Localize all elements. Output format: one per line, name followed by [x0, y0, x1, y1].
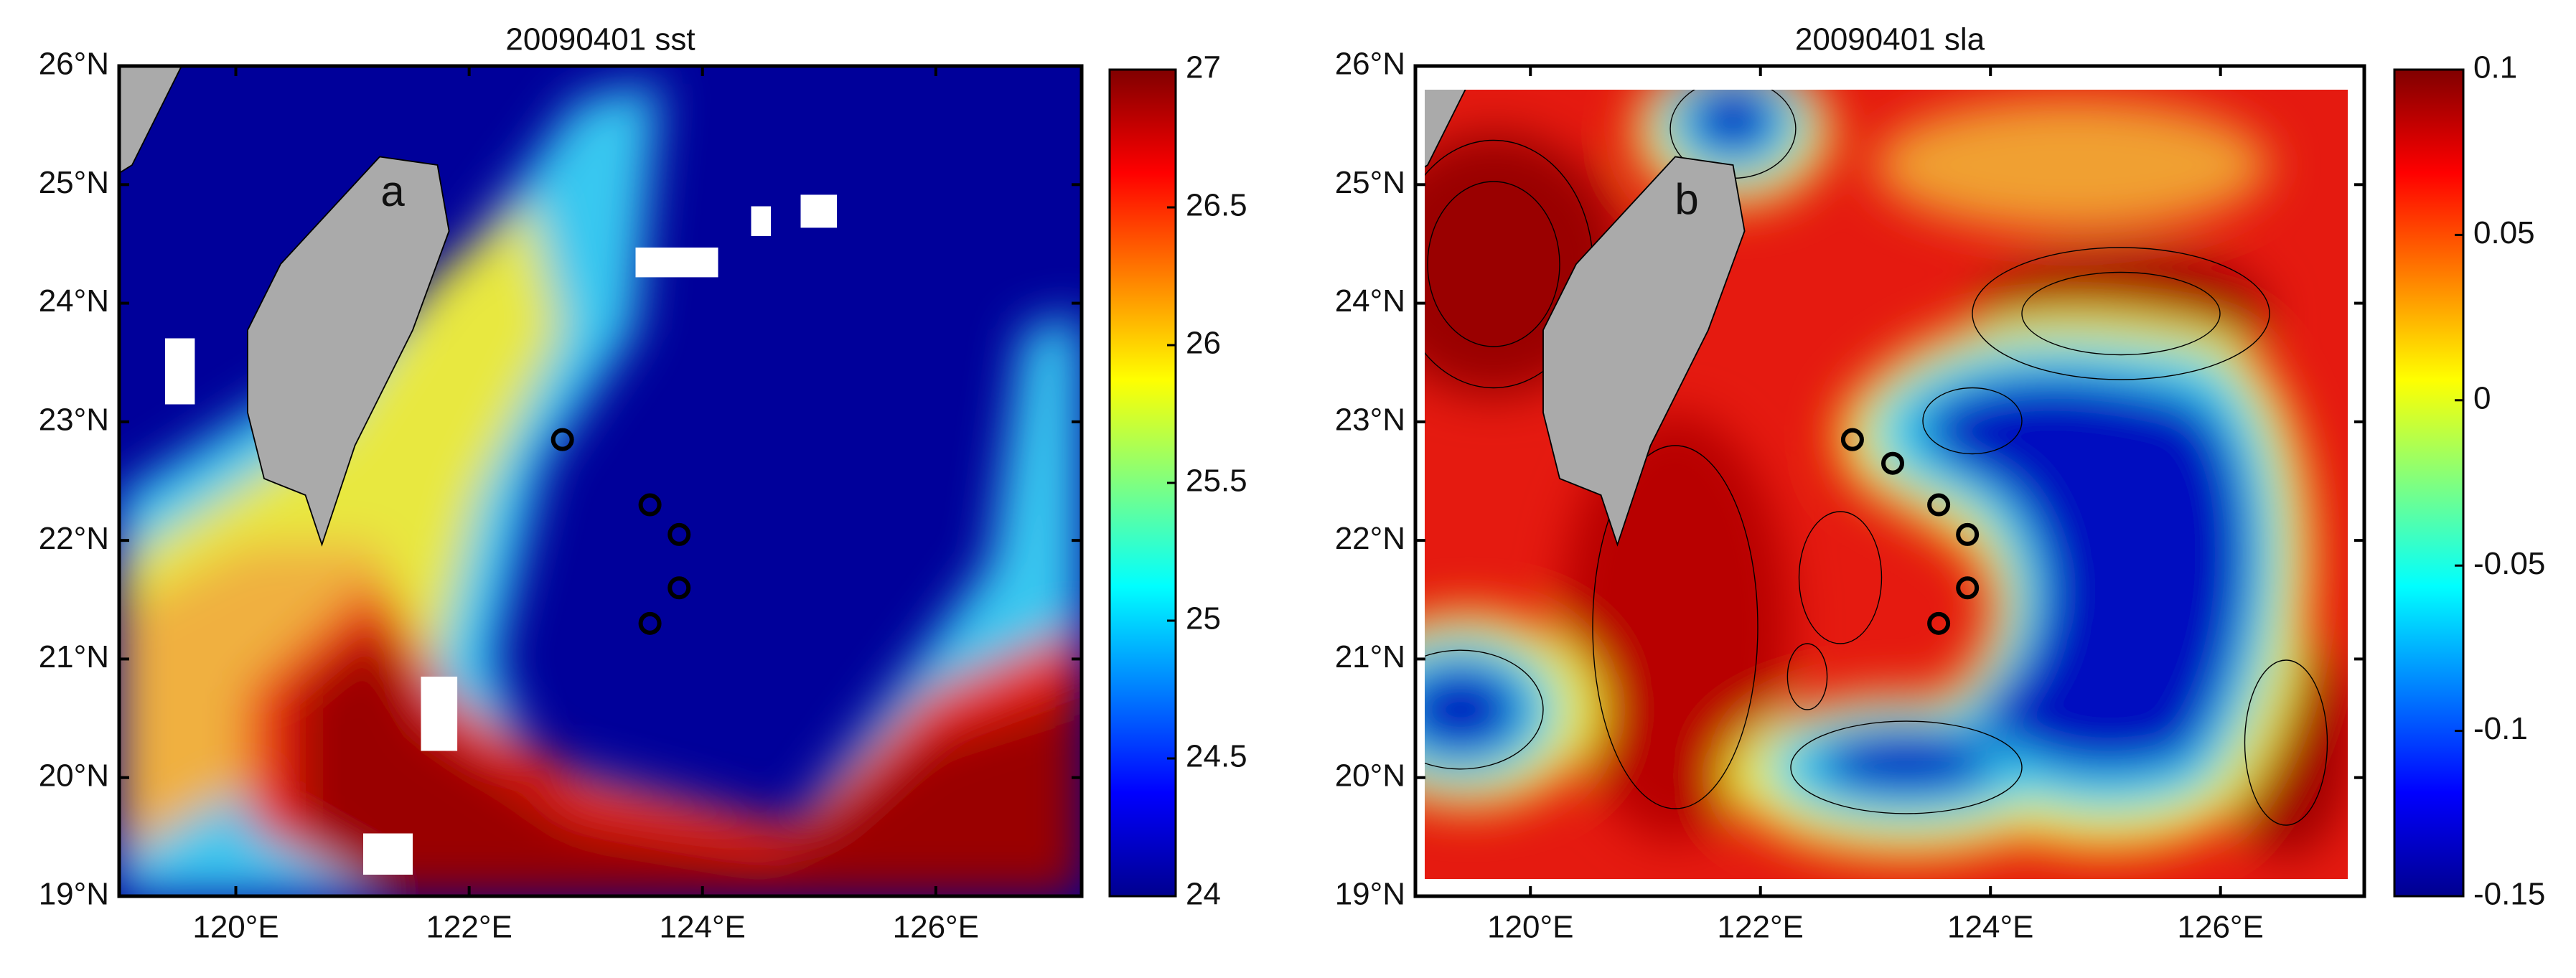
y-tick-label: 20°N	[1335, 758, 1405, 793]
y-tick-label: 25°N	[39, 165, 109, 200]
colorbar-tick-label: -0.05	[2473, 546, 2545, 581]
x-tick-label: 124°E	[660, 910, 746, 945]
x-tick-label: 122°E	[1718, 910, 1804, 945]
station	[1881, 451, 1905, 475]
station	[1840, 428, 1864, 451]
panel-label: a	[380, 167, 405, 215]
colorbar-tick-label: 0.1	[2473, 50, 2517, 85]
x-tick-label: 120°E	[192, 910, 278, 945]
station	[638, 611, 662, 635]
station	[551, 428, 574, 451]
colorbar-tick-label: -0.1	[2473, 711, 2528, 746]
y-tick-label: 26°N	[1335, 47, 1405, 82]
y-tick-label: 21°N	[1335, 639, 1405, 674]
y-tick-label: 26°N	[39, 47, 109, 82]
axes-box	[1413, 64, 2366, 898]
colorbar-tick-label: 25	[1186, 601, 1221, 636]
y-tick-label: 22°N	[39, 521, 109, 556]
colorbar-tick-label: 26.5	[1186, 188, 1247, 223]
colorbar-tick-label: -0.15	[2473, 877, 2545, 912]
colorbar-tick-label: 0.05	[2473, 215, 2535, 250]
x-tick-label: 120°E	[1487, 910, 1573, 945]
axes-box	[117, 64, 1084, 898]
colorbar-tick-label: 25.5	[1186, 464, 1247, 499]
station	[1927, 611, 1951, 635]
colorbar	[1108, 68, 1177, 898]
panel-title: 20090401 sla	[1795, 22, 1985, 57]
station	[668, 522, 691, 546]
y-tick-label: 22°N	[1335, 521, 1405, 556]
x-tick-label: 122°E	[426, 910, 512, 945]
y-tick-label: 20°N	[39, 758, 109, 793]
x-tick-label: 126°E	[2178, 910, 2264, 945]
panel-title: 20090401 sst	[505, 22, 695, 57]
station	[1956, 576, 1980, 600]
y-tick-label: 19°N	[39, 877, 109, 912]
y-tick-label: 24°N	[1335, 283, 1405, 319]
y-tick-label: 19°N	[1335, 877, 1405, 912]
station	[638, 493, 662, 517]
colorbar-tick-label: 27	[1186, 50, 1221, 85]
colorbar-tick-label: 24.5	[1186, 739, 1247, 774]
station	[668, 576, 691, 600]
colorbar-tick-label: 24	[1186, 877, 1221, 912]
y-tick-label: 23°N	[1335, 402, 1405, 437]
station	[1927, 493, 1951, 517]
station	[1956, 522, 1980, 546]
panel-label: b	[1675, 175, 1698, 223]
y-tick-label: 23°N	[39, 402, 109, 437]
y-tick-label: 24°N	[39, 283, 109, 319]
sla-field	[1425, 90, 2348, 879]
x-tick-label: 126°E	[893, 910, 979, 945]
x-tick-label: 124°E	[1947, 910, 2033, 945]
colorbar-tick-label: 26	[1186, 326, 1221, 361]
y-tick-label: 21°N	[39, 639, 109, 674]
colorbar-tick-label: 0	[2473, 380, 2491, 415]
colorbar	[2393, 68, 2465, 898]
y-tick-label: 25°N	[1335, 165, 1405, 200]
sst-field	[119, 66, 1082, 896]
